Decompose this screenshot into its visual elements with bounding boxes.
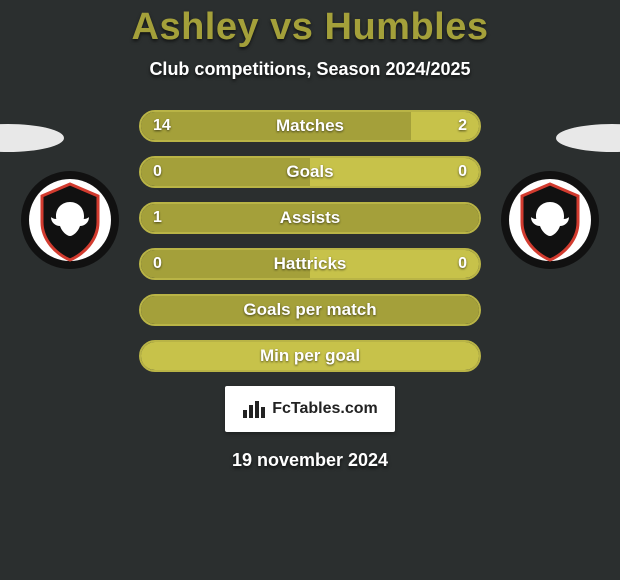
bar-chart-icon <box>242 399 266 419</box>
snapshot-date: 19 november 2024 <box>232 450 388 471</box>
logo-text: FcTables.com <box>272 400 378 418</box>
stat-bar-right-segment <box>310 250 479 278</box>
stat-bar-left-segment <box>141 112 411 140</box>
stat-bar-left-segment <box>141 250 310 278</box>
page-subtitle: Club competitions, Season 2024/2025 <box>149 59 470 80</box>
stat-bar: Goals per match <box>139 294 481 326</box>
fctables-logo: FcTables.com <box>225 386 395 432</box>
stat-bar-left-segment <box>141 158 310 186</box>
page-title: Ashley vs Humbles <box>132 6 489 49</box>
stat-bar-right-segment <box>141 342 479 370</box>
stat-bar: Hattricks00 <box>139 248 481 280</box>
stat-bar: Goals00 <box>139 156 481 188</box>
stat-bar-left-segment <box>141 296 479 324</box>
comparison-bars: Matches142 Goals00 Assists1 Hattricks00 Goal… <box>139 110 481 372</box>
stat-bar: Matches142 <box>139 110 481 142</box>
stat-bar-right-segment <box>310 158 479 186</box>
stat-bar-right-segment <box>411 112 479 140</box>
content-container: Ashley vs Humbles Club competitions, Sea… <box>0 0 620 580</box>
stat-bar-left-segment <box>141 204 479 232</box>
stat-bar: Min per goal <box>139 340 481 372</box>
stat-bar: Assists1 <box>139 202 481 234</box>
